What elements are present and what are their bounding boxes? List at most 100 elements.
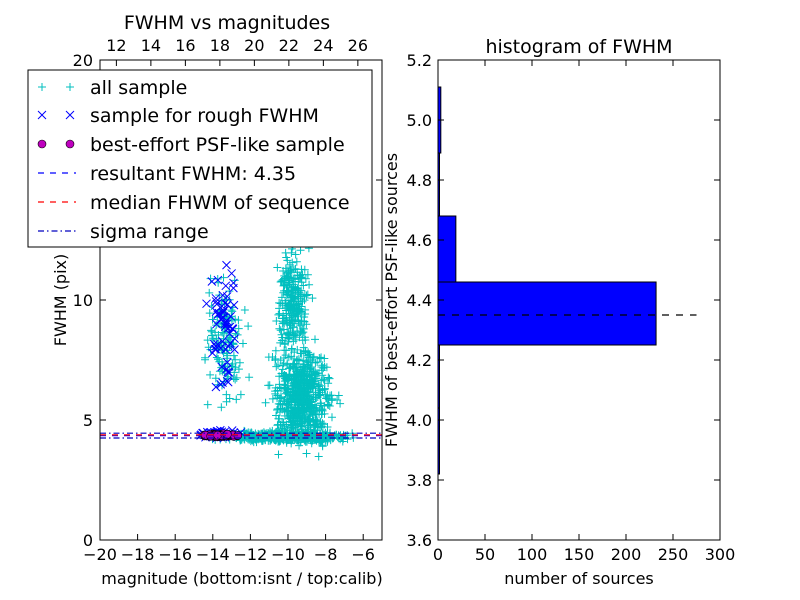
point-x xyxy=(230,345,239,354)
histogram-y-axis: 3.6 3.8 4.0 4.2 4.4 4.6 4.8 5.0 5.2 xyxy=(407,51,720,550)
point-plus xyxy=(271,346,280,355)
point-plus xyxy=(323,400,332,409)
point-plus xyxy=(205,288,214,297)
point-plus xyxy=(291,305,300,314)
point-plus xyxy=(311,392,320,401)
point-plus xyxy=(313,357,322,366)
point-plus xyxy=(274,310,283,319)
scatter-title: FWHM vs magnitudes xyxy=(124,12,330,34)
point-plus xyxy=(276,326,285,335)
point-plus xyxy=(236,390,245,399)
point-plus xyxy=(211,374,220,383)
point-x xyxy=(224,368,234,377)
point-plus xyxy=(279,354,288,363)
point-plus xyxy=(305,280,314,289)
top-tick-label: 20 xyxy=(244,36,264,55)
top-tick-label: 14 xyxy=(141,36,161,55)
point-plus xyxy=(301,435,310,444)
point-plus xyxy=(225,394,234,403)
y-tick-label: 5.0 xyxy=(407,111,432,130)
point-plus xyxy=(324,400,333,409)
point-plus xyxy=(289,265,298,274)
point-plus xyxy=(231,375,240,384)
x-tick-label: −8 xyxy=(314,545,338,564)
x-tick-label: 300 xyxy=(705,545,736,564)
point-x xyxy=(211,297,221,306)
point-plus xyxy=(283,359,292,368)
point-plus xyxy=(233,330,242,339)
legend-entry: sample for rough FWHM xyxy=(37,105,319,127)
point-plus xyxy=(297,349,306,358)
histogram-y-axis-label: FWHM of best-effort PSF-like sources xyxy=(382,153,401,447)
point-plus xyxy=(203,400,212,409)
point-plus xyxy=(304,355,313,364)
point-plus xyxy=(312,393,321,402)
point-plus xyxy=(294,428,303,437)
point-plus xyxy=(309,352,318,361)
point-plus xyxy=(274,450,283,459)
point-plus xyxy=(274,414,283,423)
x-tick-label: 200 xyxy=(611,545,642,564)
point-plus xyxy=(278,418,287,427)
point-plus xyxy=(323,435,332,444)
legend-label: best-effort PSF-like sample xyxy=(90,134,345,156)
top-tick-label: 26 xyxy=(348,36,368,55)
point-plus xyxy=(268,394,277,403)
point-plus xyxy=(207,326,216,335)
point-plus xyxy=(320,402,329,411)
point-plus xyxy=(307,363,316,372)
point-plus xyxy=(302,320,311,329)
y-tick-label: 5 xyxy=(83,411,93,430)
point-plus xyxy=(315,404,324,413)
point-plus xyxy=(327,413,336,422)
point-x xyxy=(229,300,239,310)
point-plus xyxy=(310,370,319,379)
point-plus xyxy=(272,362,281,371)
point-plus xyxy=(279,266,288,275)
point-x xyxy=(226,311,235,321)
point-x xyxy=(222,292,232,301)
x-tick-label: 100 xyxy=(517,545,548,564)
top-tick-label: 24 xyxy=(313,36,333,55)
point-plus xyxy=(284,286,293,295)
histogram-title: histogram of FWHM xyxy=(485,36,672,58)
point-plus xyxy=(238,339,247,348)
legend-box xyxy=(27,69,373,248)
point-plus xyxy=(230,276,239,285)
point-plus xyxy=(217,403,226,412)
point-plus xyxy=(318,371,327,380)
point-plus xyxy=(231,315,240,324)
point-plus xyxy=(273,391,282,400)
point-x xyxy=(223,367,233,377)
point-plus xyxy=(302,380,311,389)
point-plus xyxy=(291,264,300,273)
point-plus xyxy=(289,301,298,310)
point-plus xyxy=(289,322,298,331)
point-x xyxy=(216,314,226,324)
point-plus xyxy=(317,363,326,372)
scatter-top-axis: 12 14 16 18 20 22 24 26 xyxy=(106,36,368,66)
point-plus xyxy=(318,361,327,370)
point-plus xyxy=(302,291,311,300)
point-plus xyxy=(278,372,287,381)
point-plus xyxy=(308,294,317,303)
y-tick-label: 4.2 xyxy=(407,351,432,370)
point-plus xyxy=(285,332,294,341)
point-x xyxy=(214,308,224,318)
point-plus xyxy=(293,271,302,280)
point-plus xyxy=(291,331,300,340)
point-plus xyxy=(275,304,284,313)
point-plus xyxy=(218,357,227,366)
y-tick-label: 3.8 xyxy=(407,471,432,490)
point-plus xyxy=(297,374,306,383)
x-tick-label: 0 xyxy=(433,545,443,564)
point-plus xyxy=(317,406,326,415)
point-plus xyxy=(289,362,298,371)
point-plus xyxy=(282,346,291,355)
point-x xyxy=(212,299,222,309)
point-plus xyxy=(311,335,320,344)
top-tick-label: 12 xyxy=(106,36,126,55)
scatter-reference-lines xyxy=(100,432,382,439)
scatter-x-axis: −20 −18 −16 −14 −12 −10 −8 −6 xyxy=(83,534,375,564)
point-plus xyxy=(303,430,312,439)
